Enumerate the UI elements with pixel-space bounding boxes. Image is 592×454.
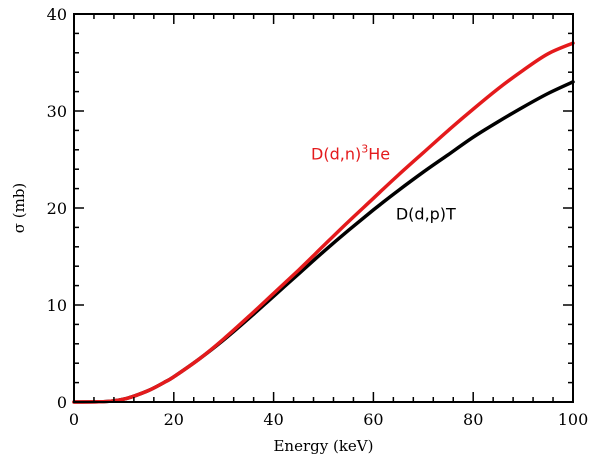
x-tick-label: 40: [263, 410, 283, 429]
x-tick-label: 80: [463, 410, 483, 429]
series-line-0: [72, 41, 575, 404]
y-tick-labels: 0 10 20 30 40: [47, 5, 67, 412]
series-annotation-0: D(d,n)3He: [311, 143, 390, 164]
x-axis-title: Energy (keV): [273, 437, 373, 454]
series-annotation-1: D(d,p)T: [396, 205, 456, 224]
x-tick-label: 100: [558, 410, 589, 429]
y-axis-title: σ (mb): [10, 183, 28, 234]
x-tick-labels: 0 20 40 60 80 100: [69, 410, 588, 429]
y-tick-label: 20: [47, 199, 67, 218]
x-tick-label: 60: [363, 410, 383, 429]
series-annotations: D(d,n)3He D(d,p)T: [311, 143, 456, 224]
y-tick-label: 30: [47, 102, 67, 121]
series-lines: [72, 41, 575, 404]
y-tick-label: 10: [47, 296, 67, 315]
axis-ticks: [73, 13, 574, 403]
x-tick-label: 0: [69, 410, 79, 429]
y-tick-label: 0: [57, 393, 67, 412]
y-tick-label: 40: [47, 5, 67, 24]
series-line-1: [72, 80, 575, 404]
x-tick-label: 20: [164, 410, 184, 429]
plot-frame: [73, 13, 574, 403]
